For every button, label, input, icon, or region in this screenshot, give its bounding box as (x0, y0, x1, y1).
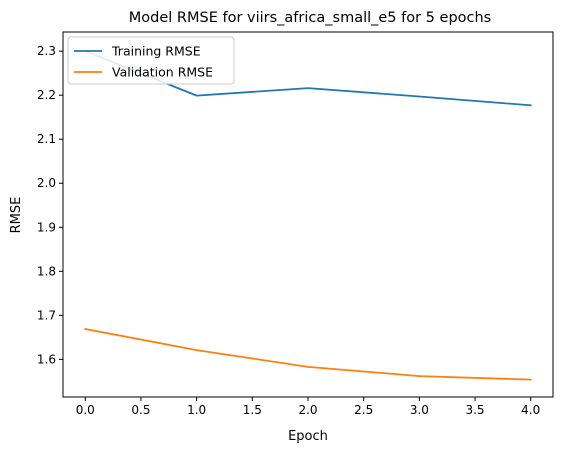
legend-box (67, 36, 235, 85)
x-tick-label: 2.0 (298, 403, 317, 417)
y-tick-label: 1.8 (37, 264, 56, 278)
y-tick-label: 1.7 (37, 308, 56, 322)
y-tick-label: 2.1 (37, 132, 56, 146)
y-tick-label: 2.0 (37, 176, 56, 190)
x-tick-label: 0.0 (76, 403, 95, 417)
legend-label: Training RMSE (111, 44, 201, 59)
y-axis-label: RMSE (9, 197, 24, 234)
x-tick-label: 4.0 (521, 403, 540, 417)
axis-ticks: 0.0 0.5 1.0 1.5 2.0 2.5 3.0 3.5 4.0 1.6 1.7 1.8 1.9 2… (37, 44, 540, 417)
x-tick-label: 3.0 (410, 403, 429, 417)
x-axis-label: Epoch (288, 429, 328, 444)
y-tick-label: 1.6 (37, 352, 56, 366)
legend-label: Validation RMSE (112, 65, 213, 80)
series-line-validation (84, 327, 532, 381)
y-tick-label: 1.9 (37, 220, 56, 234)
plot-frame (62, 31, 554, 398)
x-tick-label: 0.5 (131, 403, 150, 417)
y-tick-label: 2.3 (37, 44, 56, 58)
y-tick-label: 2.2 (37, 88, 56, 102)
x-tick-label: 1.0 (187, 403, 206, 417)
x-tick-label: 2.5 (354, 403, 373, 417)
x-tick-label: 3.5 (465, 403, 484, 417)
series-group (84, 49, 532, 381)
legend: Training RMSE Validation RMSE (67, 36, 235, 85)
plot-area (62, 31, 554, 398)
chart-title: Model RMSE for viirs_africa_small_e5 for… (129, 10, 491, 26)
x-tick-label: 1.5 (243, 403, 262, 417)
